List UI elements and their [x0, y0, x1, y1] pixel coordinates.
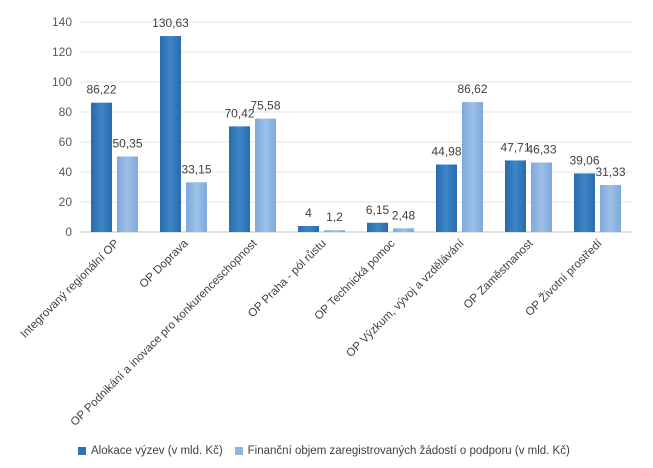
legend-item-allocation: Alokace výzev (v mld. Kč) — [78, 445, 223, 457]
bar-requests — [186, 182, 207, 232]
bar-allocation — [574, 173, 595, 232]
legend-label-allocation: Alokace výzev (v mld. Kč) — [91, 445, 223, 457]
x-tick-label: OP Životní prostředí — [523, 236, 605, 318]
bar-allocation — [436, 164, 457, 232]
data-label: 86,62 — [457, 82, 487, 96]
y-tick-label: 60 — [59, 135, 73, 149]
bar-requests — [324, 230, 345, 232]
y-tick-label: 40 — [59, 165, 73, 179]
x-tick-label: OP Výzkum, vývoj a vzdělávání — [344, 237, 467, 360]
bar-chart: 0 20 40 60 80 100 120 140 86,22 50,35 130,63 33,15… — [19, 15, 632, 429]
data-label: 1,2 — [326, 210, 343, 224]
bar-requests — [393, 228, 414, 232]
y-tick-label: 100 — [52, 75, 72, 89]
bar-allocation — [505, 160, 526, 232]
data-label: 86,22 — [86, 83, 116, 97]
x-tick-label: OP Doprava — [138, 237, 192, 291]
data-label: 2,48 — [392, 208, 416, 222]
data-label: 44,98 — [431, 145, 461, 159]
bar-allocation — [229, 126, 250, 232]
y-tick-label: 0 — [65, 225, 72, 239]
bar-requests — [462, 102, 483, 232]
data-label: 75,58 — [250, 99, 280, 113]
y-tick-label: 140 — [52, 15, 72, 29]
y-tick-label: 20 — [59, 195, 73, 209]
legend-label-requests: Finanční objem zaregistrovaných žádostí … — [247, 445, 570, 457]
y-tick-label: 120 — [52, 45, 72, 59]
data-label: 6,15 — [366, 203, 390, 217]
data-label: 70,42 — [224, 106, 254, 120]
bars — [91, 36, 621, 233]
bar-allocation — [367, 222, 388, 232]
bar-allocation — [160, 36, 181, 233]
bar-requests — [117, 156, 138, 232]
data-label: 130,63 — [152, 16, 189, 30]
bar-requests — [255, 118, 276, 232]
y-tick-label: 80 — [59, 105, 73, 119]
bar-allocation — [298, 226, 319, 232]
data-label: 46,33 — [526, 143, 556, 157]
data-label: 33,15 — [181, 162, 211, 176]
legend-swatch-allocation — [78, 447, 86, 455]
bar-allocation — [91, 102, 112, 232]
x-tick-label: OP Praha - pól růstu — [246, 238, 328, 320]
x-tick-label: OP Zaměstnanost — [462, 237, 536, 311]
data-label: 31,33 — [595, 165, 625, 179]
data-label: 39,06 — [569, 153, 599, 167]
bar-requests — [600, 185, 621, 232]
legend: Alokace výzev (v mld. Kč) Finanční objem… — [78, 445, 582, 457]
data-label: 4 — [305, 206, 312, 220]
bar-requests — [531, 162, 552, 232]
legend-swatch-requests — [234, 447, 243, 455]
y-axis: 0 20 40 60 80 100 120 140 — [52, 15, 72, 239]
data-label: 50,35 — [112, 136, 142, 150]
data-label: 47,71 — [500, 140, 530, 154]
legend-item-requests: Finanční objem zaregistrovaných žádostí … — [234, 445, 570, 457]
x-tick-label: Integrovaný regionální OP — [19, 237, 122, 340]
